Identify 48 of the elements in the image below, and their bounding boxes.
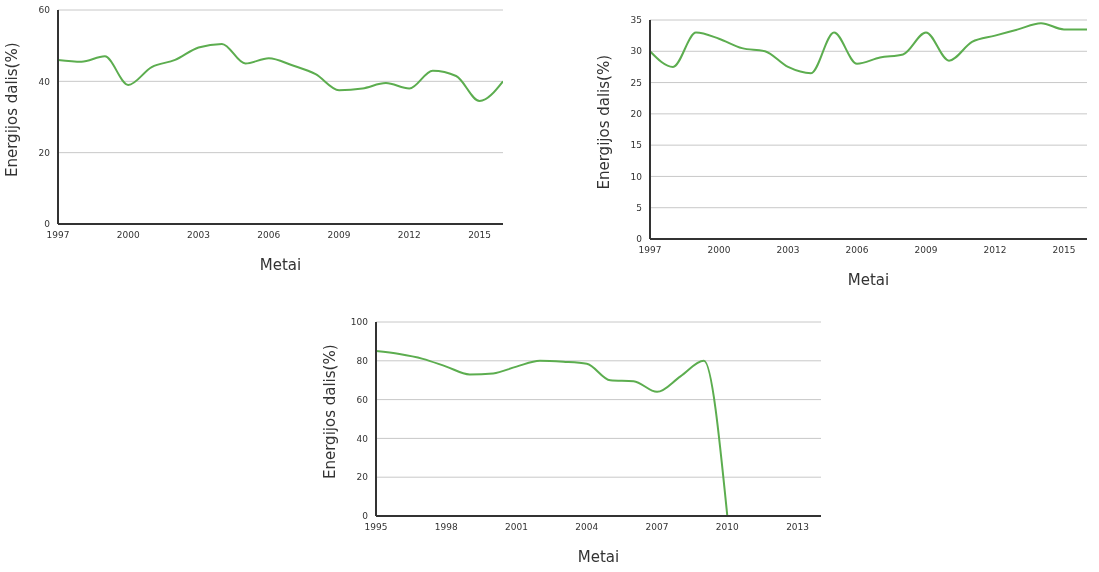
x-tick-label: 2003 <box>187 230 210 241</box>
x-tick-label: 2009 <box>327 230 351 241</box>
x-tick-label: 1998 <box>434 522 458 533</box>
x-axis-title: Metai <box>847 271 890 289</box>
line-series <box>376 350 729 516</box>
y-tick-label: 60 <box>38 5 51 16</box>
y-tick-label: 25 <box>630 77 642 88</box>
x-tick-label: 2007 <box>645 522 669 533</box>
x-tick-label: 2000 <box>116 230 140 241</box>
x-tick-label: 2012 <box>397 230 421 241</box>
y-axis-title: Energijos dalis(%) <box>595 54 614 190</box>
x-tick-label: 1997 <box>638 245 662 256</box>
y-tick-label: 40 <box>38 76 51 87</box>
y-tick-label: 80 <box>356 355 369 366</box>
y-tick-label: 20 <box>38 147 51 158</box>
y-axis-title: Energijos dalis(%) <box>321 344 340 479</box>
x-axis-title: Metai <box>577 548 620 566</box>
x-tick-label: 2015 <box>468 230 492 241</box>
x-tick-label: 2013 <box>786 522 810 533</box>
y-tick-label: 40 <box>356 433 369 444</box>
x-axis-title: Metai <box>259 256 302 274</box>
y-tick-label: 20 <box>356 472 369 483</box>
x-tick-label: 2012 <box>983 245 1007 256</box>
x-tick-label: 2004 <box>575 522 599 533</box>
y-tick-label: 5 <box>636 202 642 213</box>
y-tick-label: 15 <box>630 140 642 151</box>
line-series <box>58 42 503 102</box>
x-tick-label: 1995 <box>364 522 388 533</box>
y-tick-label: 60 <box>356 394 369 405</box>
x-tick-label: 2006 <box>257 230 281 241</box>
x-tick-label: 1997 <box>46 230 70 241</box>
y-tick-label: 0 <box>44 219 51 230</box>
x-tick-label: 2009 <box>914 245 938 256</box>
y-tick-label: 100 <box>350 317 369 328</box>
y-tick-label: 20 <box>630 109 643 120</box>
y-tick-label: 10 <box>630 171 643 182</box>
x-tick-label: 2006 <box>845 245 869 256</box>
x-tick-label: 2010 <box>715 522 740 533</box>
y-tick-label: 35 <box>630 15 642 26</box>
x-tick-label: 2003 <box>776 245 800 256</box>
x-tick-label: 2015 <box>1052 245 1076 256</box>
y-axis-title: Energijos dalis(%) <box>3 42 22 177</box>
y-tick-label: 0 <box>636 234 643 245</box>
x-tick-label: 2000 <box>707 245 731 256</box>
y-tick-label: 0 <box>362 511 369 522</box>
x-tick-label: 2001 <box>505 522 528 533</box>
line-series <box>650 22 1087 75</box>
y-tick-label: 30 <box>630 46 643 57</box>
